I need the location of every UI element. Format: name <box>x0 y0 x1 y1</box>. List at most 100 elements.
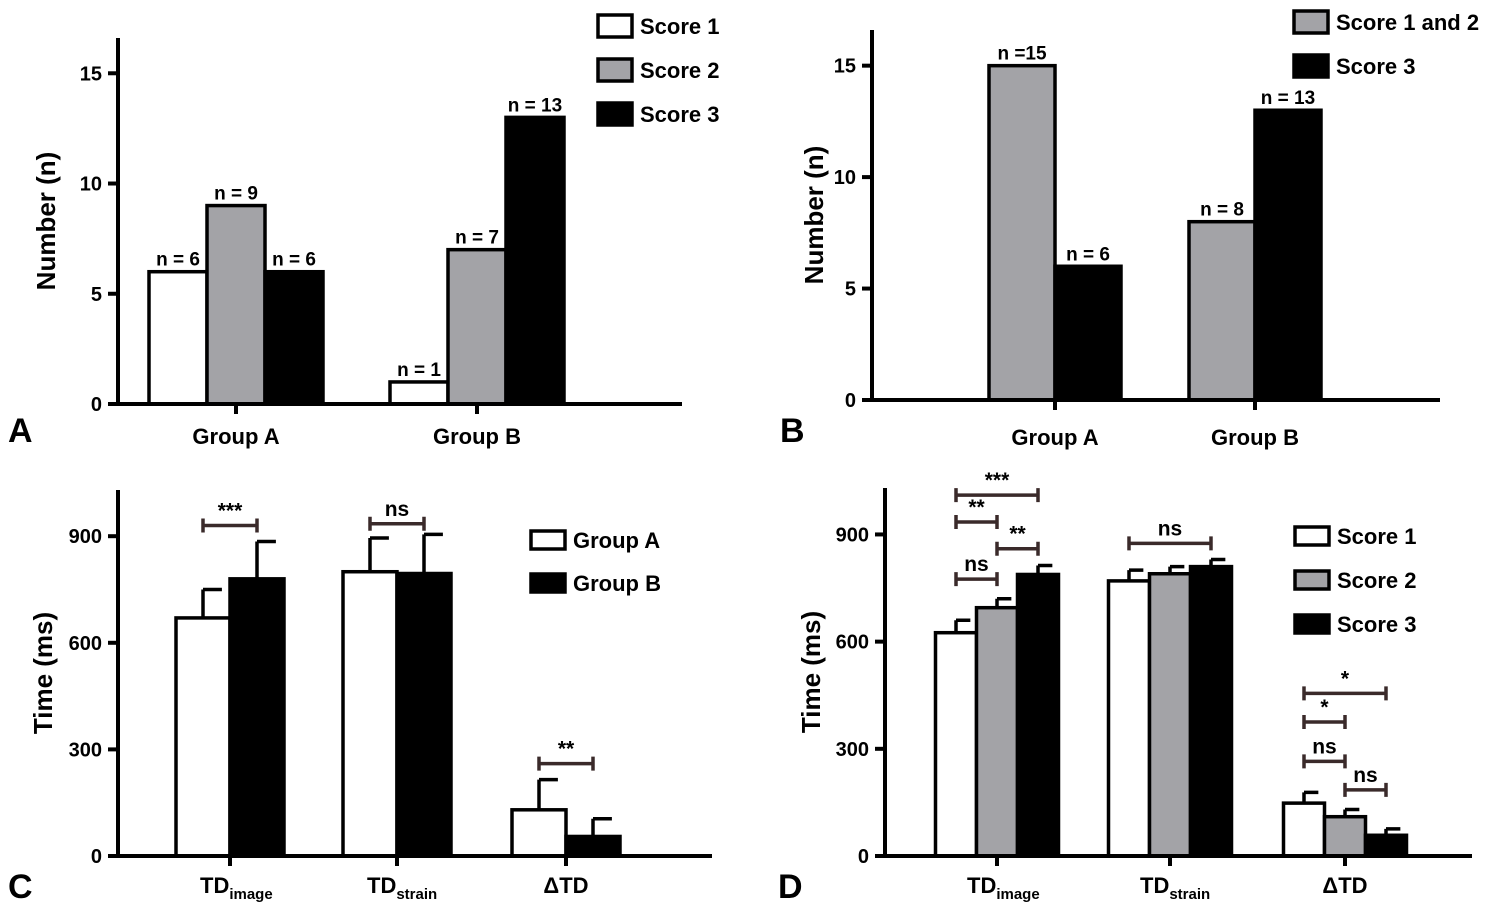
legend-label: Score 1 <box>640 14 720 39</box>
legend-swatch <box>1293 569 1331 591</box>
error-bar <box>368 536 389 572</box>
panel-letter: A <box>8 412 33 450</box>
bar-label: n = 6 <box>272 250 316 271</box>
x-category-sub: image <box>996 886 1039 903</box>
error-bar <box>1302 790 1319 804</box>
bar-score-1-and-2-1 <box>1187 219 1257 402</box>
panel-letter: B <box>780 412 805 450</box>
bar-score-1-and-2-0 <box>987 63 1057 402</box>
bar-group-a-2 <box>510 808 568 858</box>
y-tick-label: 600 <box>69 633 102 655</box>
significance-label: ns <box>964 553 989 576</box>
legend-swatch <box>596 13 634 39</box>
bar-label: n = 13 <box>1261 88 1315 109</box>
y-axis-title: Number (n) <box>799 146 829 285</box>
x-category-main: TD <box>967 873 996 898</box>
significance-label: ** <box>1009 523 1026 546</box>
legend-label: Group B <box>573 571 661 596</box>
bar-label: n = 1 <box>397 360 441 381</box>
panel-letter: D <box>778 868 803 906</box>
axes <box>870 30 1440 402</box>
x-category-main: ΔTD <box>1322 873 1367 898</box>
y-tick-label: 300 <box>69 739 102 761</box>
panel-letter: C <box>8 868 33 906</box>
significance-bracket <box>954 514 999 529</box>
bar-score-1-2 <box>1281 801 1327 858</box>
bar-score-3-1 <box>1188 564 1234 858</box>
legend-label: Score 2 <box>1337 568 1417 593</box>
significance-label: * <box>1320 696 1329 719</box>
legend-swatch <box>1293 613 1331 635</box>
bar-score-2-0 <box>974 605 1020 858</box>
y-tick-label: 300 <box>836 739 869 761</box>
legend-swatch <box>1293 525 1331 547</box>
error-bar <box>422 532 443 574</box>
y-tick-label: 0 <box>91 394 102 416</box>
significance-bracket <box>1302 715 1347 730</box>
legend-label: Score 2 <box>640 58 720 83</box>
panel-a: n = 6 n = 1 n = 9 n = 7 n = 6 n = 13 0 5 10 15 Gro… <box>8 13 720 450</box>
legend-swatch <box>1292 53 1330 79</box>
significance-label: * <box>1341 667 1350 690</box>
x-category-main: TD <box>1140 873 1169 898</box>
bar-label: n = 6 <box>1066 244 1110 265</box>
x-category-label: ΔTD <box>543 873 588 898</box>
error-bar <box>1036 563 1053 575</box>
bar-score-1-1 <box>1106 579 1152 858</box>
legend-swatch <box>1292 9 1330 35</box>
error-bar <box>1209 557 1226 567</box>
error-bar <box>1127 568 1144 581</box>
significance-label: ns <box>1353 764 1378 787</box>
error-bar <box>591 816 612 837</box>
bar-label: n = 6 <box>156 250 200 271</box>
error-bar <box>1168 564 1185 574</box>
y-tick-label: 0 <box>858 846 869 868</box>
y-tick-label: 15 <box>834 56 856 78</box>
x-category-sub: image <box>229 886 272 903</box>
legend-label: Score 3 <box>640 102 720 127</box>
panel-b: n =15 n = 8 n = 6 n = 13 0 5 10 15 Group A Group … <box>780 9 1479 450</box>
significance-label: ns <box>385 498 410 521</box>
significance-label: *** <box>218 500 243 523</box>
y-axis-title: Number (n) <box>31 152 61 291</box>
significance-bracket <box>954 488 1040 503</box>
y-tick-label: 10 <box>80 174 102 196</box>
error-bar <box>1343 807 1360 817</box>
legend-swatch <box>596 57 634 83</box>
bar-group-a-0 <box>174 616 232 858</box>
legend-label: Group A <box>573 528 660 553</box>
significance-bracket <box>1302 754 1347 769</box>
x-category-label: ΔTD <box>1322 873 1367 898</box>
significance-label: ** <box>968 496 985 519</box>
significance-bracket <box>201 518 259 533</box>
bar-score-3-0 <box>1053 264 1123 402</box>
bar-group-b-1 <box>395 571 453 858</box>
y-tick-label: 5 <box>91 284 102 306</box>
y-tick-label: 900 <box>836 524 869 546</box>
significance-bracket <box>1127 536 1213 551</box>
significance-bracket <box>954 572 999 587</box>
legend-label: Score 3 <box>1337 612 1417 637</box>
bar-score-3-1 <box>1253 108 1323 402</box>
x-category-label: Group B <box>1211 425 1299 450</box>
x-category-label: TDimage <box>200 873 273 903</box>
y-axis-title: Time (ms) <box>28 612 58 734</box>
significance-bracket <box>1343 782 1388 797</box>
bar-group-b-0 <box>228 577 286 858</box>
significance-label: ns <box>1312 735 1337 758</box>
legend-label: Score 3 <box>1336 54 1416 79</box>
x-category-label: Group A <box>192 424 279 449</box>
bar-score-2-0 <box>205 203 267 406</box>
x-category-main: TD <box>200 873 229 898</box>
significance-label: ns <box>1158 517 1183 540</box>
error-bar <box>995 597 1012 608</box>
x-category-label: TDimage <box>967 873 1040 903</box>
x-category-main: ΔTD <box>543 873 588 898</box>
bar-score-3-0 <box>263 269 325 406</box>
y-tick-label: 600 <box>836 632 869 654</box>
legend-label: Score 1 <box>1337 524 1417 549</box>
bar-label: n = 8 <box>1200 200 1244 221</box>
bar-group-b-2 <box>564 834 622 858</box>
